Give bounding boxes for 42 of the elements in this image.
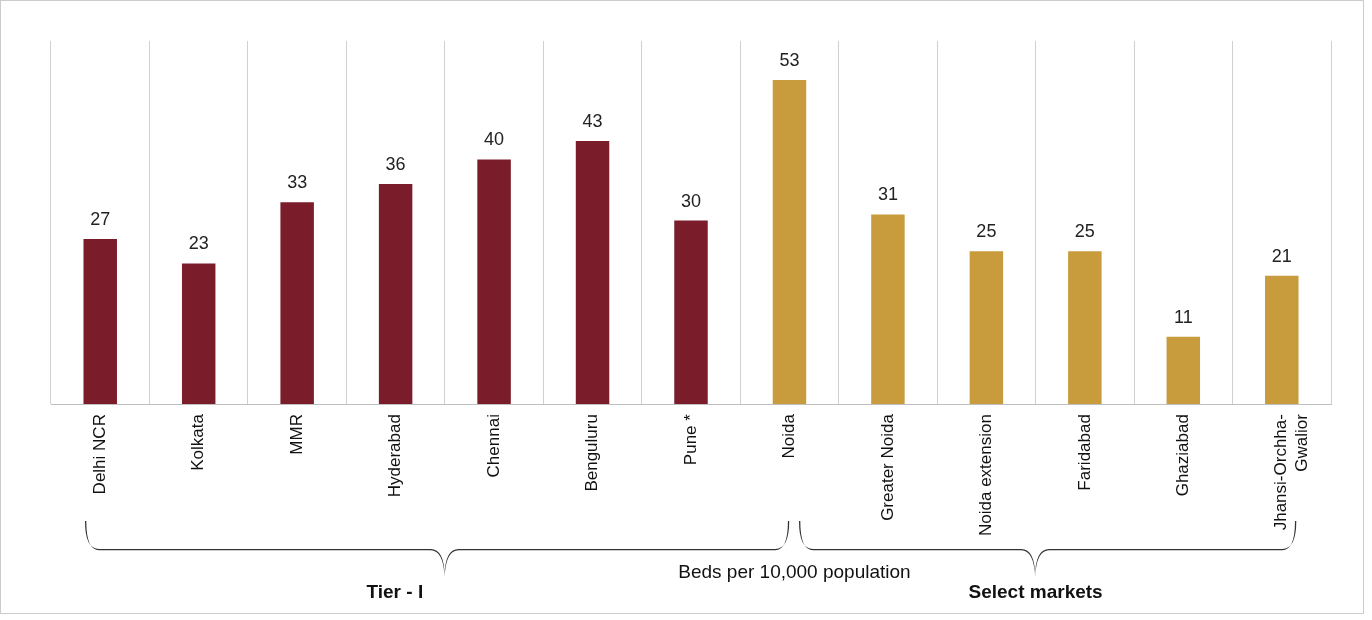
- x-tick-label: Faridabad: [1074, 414, 1094, 491]
- x-tick-label: Pune *: [680, 413, 700, 466]
- x-tick-label: Noida extension: [976, 414, 996, 537]
- text: Tier - I: [365, 581, 425, 603]
- bar: [1265, 275, 1299, 405]
- bar: [280, 202, 314, 405]
- bar: [477, 159, 511, 405]
- x-tick-label: Greater Noida: [877, 413, 897, 521]
- x-tick-label: Noida: [779, 413, 799, 459]
- data-label: 27: [90, 208, 111, 229]
- x-tick-label: MMR: [286, 414, 306, 455]
- bar: [181, 263, 216, 405]
- bar: [871, 214, 905, 405]
- data-label: 25: [976, 221, 997, 242]
- data-label: 21: [1271, 245, 1292, 266]
- x-tick-label: Chennai: [483, 414, 503, 478]
- data-label: 33: [287, 172, 308, 193]
- data-label: 23: [188, 233, 209, 254]
- data-label: 40: [484, 129, 505, 150]
- text: Select markets: [967, 581, 1104, 603]
- bar: [1068, 251, 1102, 405]
- x-tick-label: Kolkata: [188, 413, 208, 471]
- x-tick-label: Hyderabad: [385, 414, 405, 498]
- bar: [378, 183, 413, 405]
- data-label: 36: [385, 153, 406, 174]
- x-tick-label: Delhi NCR: [89, 414, 109, 495]
- bar: [674, 220, 708, 405]
- data-label: 31: [877, 184, 898, 205]
- bar: [772, 79, 807, 405]
- bar: [969, 251, 1004, 405]
- bar: [1166, 336, 1201, 405]
- x-tick-label: Ghaziabad: [1173, 414, 1192, 497]
- data-label: 11: [1173, 306, 1193, 327]
- x-tick-label: Jhansi-Orchha-Gwalior: [1271, 413, 1311, 531]
- x-tick-label: Benguluru: [582, 414, 602, 492]
- data-label: 53: [779, 49, 800, 70]
- bar: [575, 141, 610, 405]
- data-label: 30: [680, 190, 702, 211]
- bar: [83, 238, 117, 405]
- data-label: 43: [582, 111, 603, 132]
- data-label: 25: [1074, 221, 1095, 242]
- x-axis-title: Beds per 10,000 population: [677, 561, 912, 583]
